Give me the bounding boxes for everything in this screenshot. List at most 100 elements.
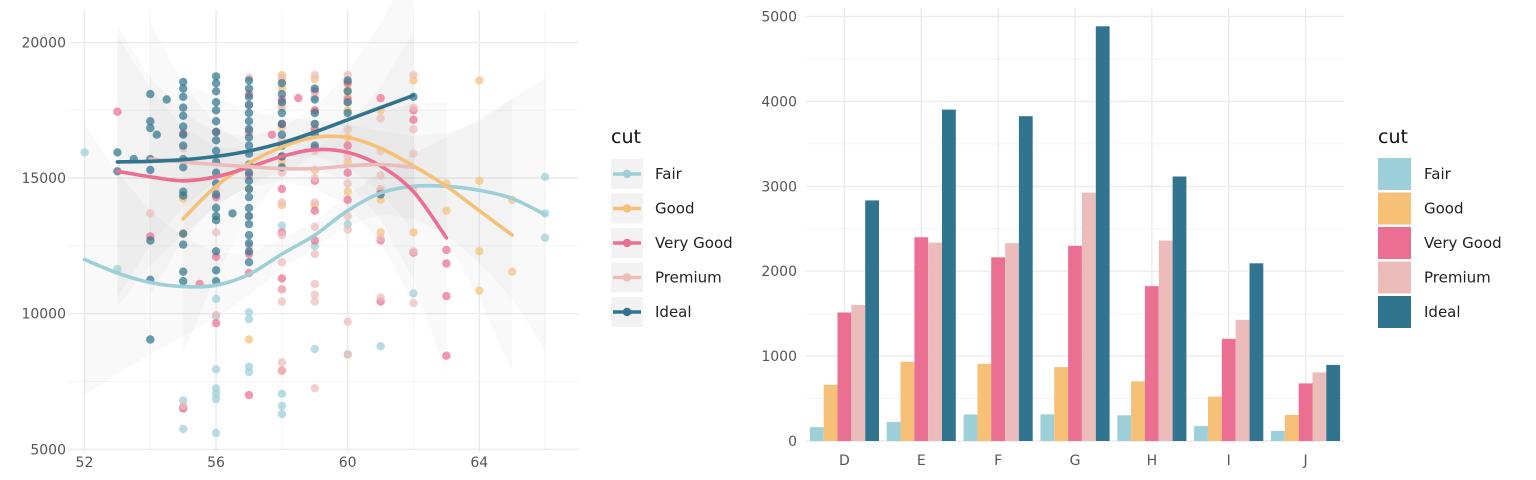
point-ideal [179,163,188,172]
point-very-good [442,351,451,360]
x-tick-label: J [1303,453,1308,469]
bar-g-fair [1040,414,1055,441]
point-premium [310,279,319,289]
bar-h-good [1131,381,1145,441]
trend-line-ideal [115,93,416,164]
bar-j-fair [1271,430,1285,441]
point-ideal [179,240,188,249]
point-ideal [310,84,319,93]
point-ideal [277,108,287,118]
trend-line-fair [82,183,547,289]
point-very-good [343,141,352,150]
x-tick-label: 60 [339,455,357,471]
bar-e-premium [928,242,942,441]
point-ideal [244,239,254,248]
legend-title: cut [1378,126,1408,148]
bar-i-good [1208,396,1222,441]
bar-h-ideal [1172,176,1187,441]
point-very-good [211,319,221,328]
legend-point-very-good [622,238,632,248]
point-ideal [244,108,254,118]
point-premium [277,198,287,207]
point-good [442,206,451,215]
bar-e-good [900,361,915,441]
point-very-good [294,93,303,103]
point-premium [343,125,352,134]
point-premium [343,350,352,359]
point-ideal [179,229,188,238]
legend-label-good: Good [655,200,695,218]
point-ideal [310,119,319,129]
bar-j-good [1284,414,1299,441]
point-ideal [146,89,155,99]
x-tick-label: E [917,453,926,469]
bar-h-fair [1117,415,1132,441]
point-ideal [179,122,188,131]
point-very-good [442,291,451,301]
legend-label-very-good: Very Good [1424,234,1502,252]
point-ideal [244,247,254,256]
bar-e-very-good [914,237,929,441]
bar-i-premium [1235,319,1250,441]
point-ideal [211,247,221,256]
point-fair [179,424,188,434]
legend-label-ideal: Ideal [655,303,692,321]
point-ideal [211,106,221,115]
point-ideal [146,335,155,344]
point-very-good [244,390,254,400]
point-fair [540,172,550,181]
point-ideal [211,266,221,275]
point-very-good [376,93,385,103]
point-ideal [244,84,254,93]
point-premium [310,70,319,80]
point-very-good [310,206,319,215]
point-very-good [277,184,287,194]
x-tick-label: F [994,453,1002,469]
point-premium [310,173,319,183]
point-premium [409,298,418,308]
point-ideal [113,148,122,157]
x-tick-label: H [1147,453,1158,469]
point-ideal [244,125,254,134]
y-tick-label: 2000 [761,264,797,280]
point-fair [376,342,385,351]
legend-point-premium [622,273,632,282]
point-premium [376,293,385,302]
point-ideal [244,117,254,126]
point-premium [310,249,319,259]
point-good [475,247,484,256]
point-ideal [179,77,188,87]
bar-g-very-good [1068,245,1082,441]
point-good [475,176,484,185]
point-premium [343,225,352,234]
x-tick-label: 64 [470,455,488,471]
legend-swatch-premium [1378,261,1411,294]
point-ideal [343,98,352,107]
point-ideal [179,84,188,93]
scatter-panel: 52 56 60 64 5000 10000 15000 20000 [21,0,578,471]
point-premium [376,171,385,180]
bar-e-fair [886,422,901,441]
point-ideal [179,141,188,150]
point-ideal [244,192,254,202]
point-ideal [277,89,287,99]
legend-point-good [622,204,632,213]
legend-point-fair [622,169,632,179]
point-ideal [244,176,254,185]
bar-d-good [823,384,838,441]
bar-d-premium [851,304,866,441]
legend-label-very-good: Very Good [655,234,733,252]
point-ideal [228,209,237,218]
point-fair [211,428,221,438]
bar-f-fair [963,414,978,441]
point-ideal [343,108,352,118]
point-good [508,267,517,276]
trend-lines [82,93,547,289]
point-ideal [179,111,188,121]
x-tick-label: I [1227,453,1231,469]
bar-h-very-good [1144,286,1159,441]
bar-i-fair [1194,426,1208,441]
point-premium [310,198,319,207]
x-tick-label: 52 [76,455,94,471]
